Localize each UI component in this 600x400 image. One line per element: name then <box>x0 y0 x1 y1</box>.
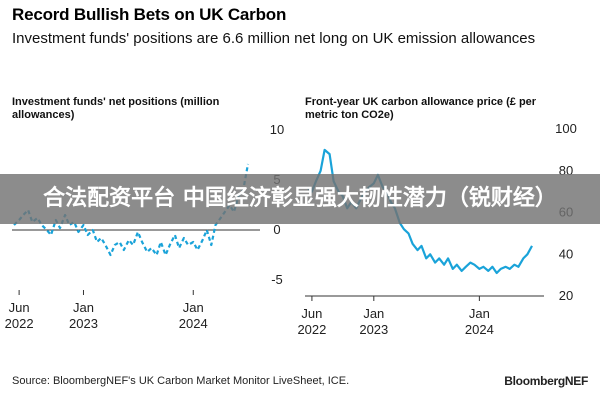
left-chart-title: Investment funds' net positions (million… <box>12 96 220 121</box>
y-tick-label: 20 <box>559 288 573 303</box>
source-note: Source: BloombergNEF's UK Carbon Market … <box>12 375 350 387</box>
series-line <box>13 163 250 257</box>
x-tick-label: Jun <box>301 306 322 321</box>
x-tick-label: Jan <box>469 306 490 321</box>
x-tick-label: 2023 <box>359 322 388 337</box>
y-tick-label: 40 <box>559 246 573 261</box>
x-tick-label: Jun <box>9 300 30 315</box>
y-tick-label: -5 <box>271 272 283 287</box>
y-tick-label: 0 <box>273 222 280 237</box>
y-tick-label: 100 <box>555 121 577 136</box>
x-tick-label: Jan <box>363 306 384 321</box>
page-subtitle: Investment funds' positions are 6.6 mill… <box>12 30 536 47</box>
x-tick-label: 2022 <box>297 322 326 337</box>
x-tick-label: Jan <box>73 300 94 315</box>
brand-logo: BloombergNEF <box>504 374 588 388</box>
y-tick-label: 10 <box>270 122 284 137</box>
x-tick-label: 2022 <box>5 316 34 331</box>
x-tick-label: Jan <box>183 300 204 315</box>
x-tick-label: 2023 <box>69 316 98 331</box>
x-tick-label: 2024 <box>179 316 208 331</box>
overlay-banner: 合法配资平台 中国经济彰显强大韧性潜力（锐财经） <box>0 174 600 224</box>
page-title: Record Bullish Bets on UK Carbon <box>12 5 287 24</box>
right-chart-title: Front-year UK carbon allowance price (£ … <box>305 96 537 121</box>
x-tick-label: 2024 <box>465 322 494 337</box>
